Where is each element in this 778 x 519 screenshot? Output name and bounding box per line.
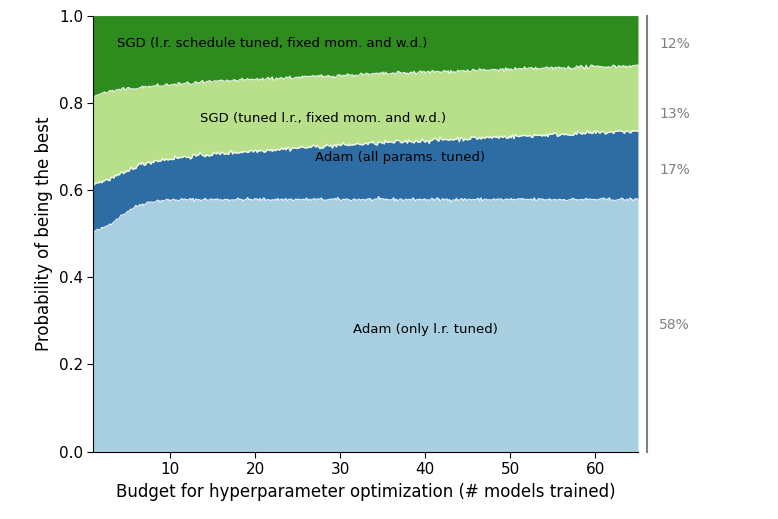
Text: 13%: 13%: [659, 107, 690, 120]
Y-axis label: Probability of being the best: Probability of being the best: [35, 116, 53, 351]
X-axis label: Budget for hyperparameter optimization (# models trained): Budget for hyperparameter optimization (…: [116, 483, 615, 500]
Text: 12%: 12%: [659, 37, 690, 51]
Text: Adam (only l.r. tuned): Adam (only l.r. tuned): [352, 323, 498, 336]
Text: 17%: 17%: [659, 163, 690, 177]
Text: SGD (tuned l.r., fixed mom. and w.d.): SGD (tuned l.r., fixed mom. and w.d.): [200, 112, 446, 125]
Text: Adam (all params. tuned): Adam (all params. tuned): [314, 151, 485, 164]
Text: SGD (l.r. schedule tuned, fixed mom. and w.d.): SGD (l.r. schedule tuned, fixed mom. and…: [117, 37, 427, 50]
Text: 58%: 58%: [659, 318, 690, 332]
